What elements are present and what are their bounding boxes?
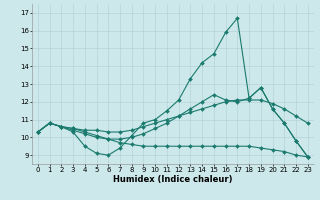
X-axis label: Humidex (Indice chaleur): Humidex (Indice chaleur) (113, 175, 233, 184)
